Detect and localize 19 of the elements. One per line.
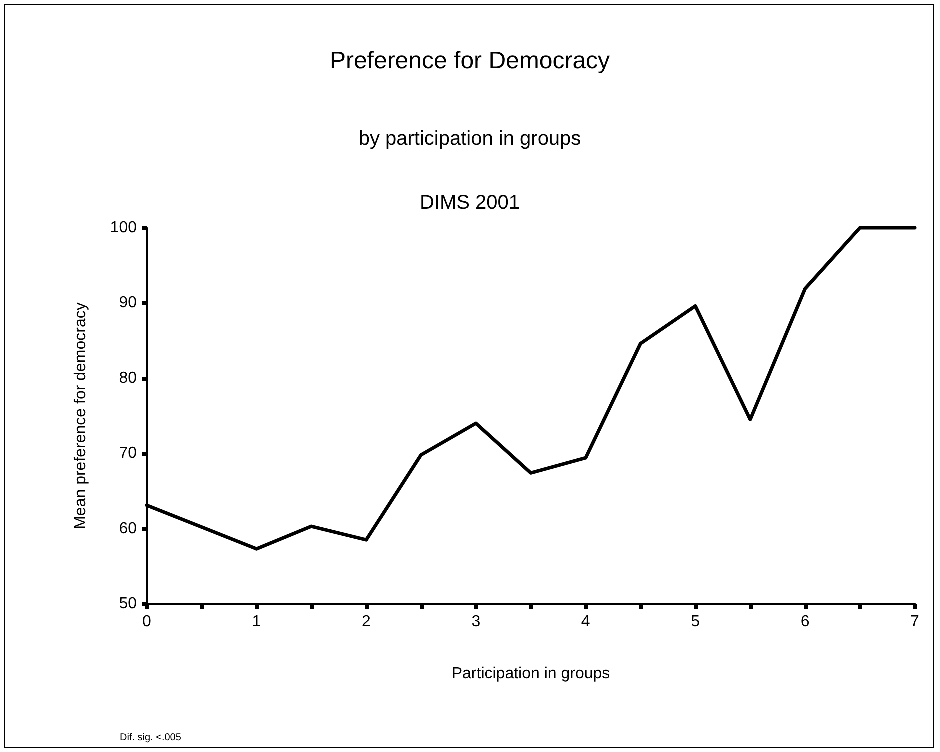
y-tick-label: 80 [119,370,138,387]
x-tick-label: 5 [691,614,700,630]
y-tick-label: 70 [119,445,138,462]
x-axis-title: Participation in groups [452,666,610,682]
x-tick-label: 2 [362,614,371,630]
text: Dif. sig. <.005 [120,732,182,744]
y-tick-label: 50 [119,596,138,612]
x-tick-label: 3 [472,614,481,630]
chart-title: Preference for Democracy [330,48,610,74]
x-tick-label: 4 [581,614,590,630]
text: by participation in groups DIMS 2001 [358,128,582,214]
x-tick-label: 0 [142,614,152,630]
y-axis-title: Mean preference for democracy [72,302,90,530]
x-tick-label: 1 [252,614,262,630]
y-tick-label: 90 [119,294,138,312]
x-tick-label: 6 [800,614,810,630]
y-tick-label: 60 [119,520,138,538]
y-tick-label: 100 [110,220,138,236]
x-tick-label: 7 [910,614,920,630]
